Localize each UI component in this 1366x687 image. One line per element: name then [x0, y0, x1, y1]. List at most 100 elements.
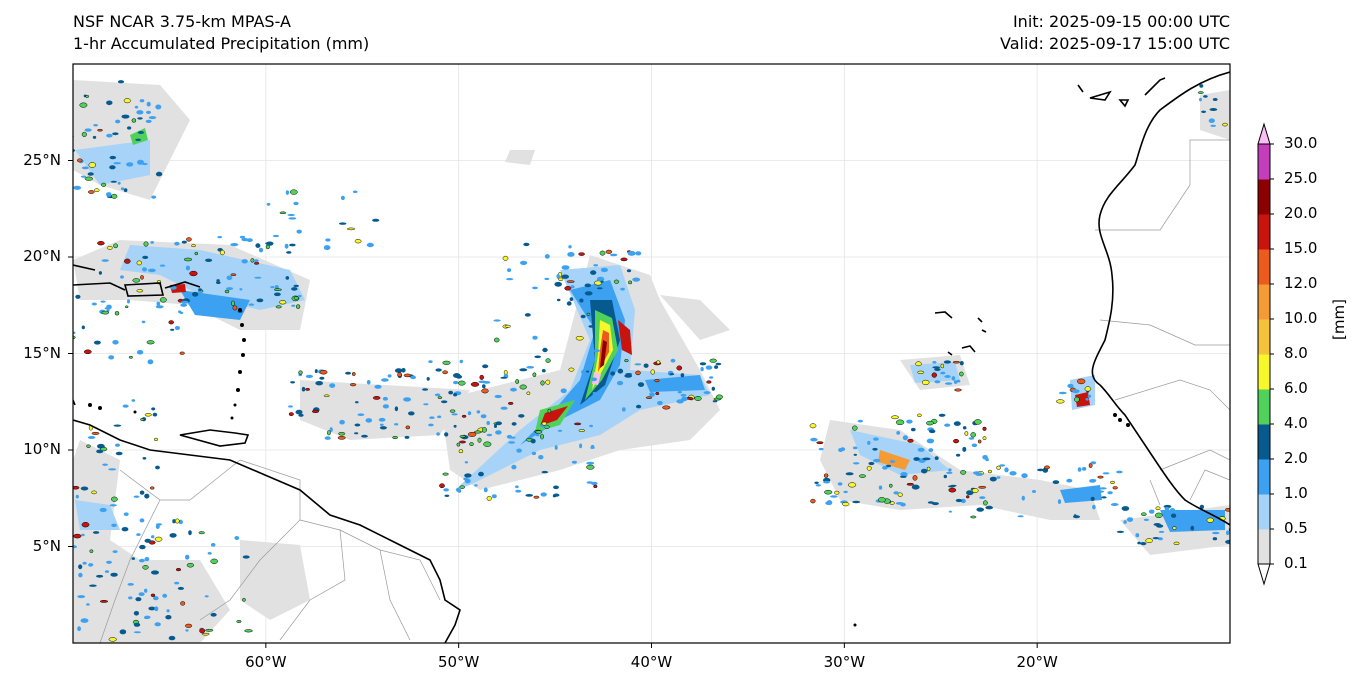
precip-cell	[142, 267, 147, 272]
precip-cell	[579, 443, 583, 449]
precip-cell	[1109, 480, 1116, 484]
precip-cell	[1004, 467, 1009, 473]
precip-cell	[1090, 496, 1095, 501]
precip-cell	[91, 302, 97, 306]
coastlines	[73, 71, 1230, 643]
precip-cell	[355, 401, 359, 404]
precip-cell	[327, 430, 331, 436]
precip-cell	[1230, 528, 1234, 531]
lat-tick-label: 15°N	[23, 343, 61, 362]
precip-cell	[953, 438, 960, 444]
precip-cell	[515, 379, 520, 384]
lat-tick-label: 10°N	[23, 440, 61, 458]
precip-cell	[88, 563, 94, 567]
precip-cell	[288, 405, 293, 408]
precip-cell	[463, 477, 469, 481]
precip-cell	[435, 368, 442, 372]
precip-cell	[236, 620, 242, 623]
precip-cell	[578, 429, 586, 432]
precip-cell	[1224, 508, 1230, 512]
precip-cell	[635, 251, 642, 256]
precip-cell	[67, 187, 70, 191]
precip-cell	[136, 260, 142, 266]
precip-cell	[87, 436, 96, 439]
precip-cell	[567, 252, 575, 257]
precip-cell	[104, 570, 110, 573]
precip-cell	[169, 533, 177, 538]
precip-cell	[128, 596, 133, 600]
precip-cell	[88, 190, 95, 194]
precip-cell	[244, 629, 253, 633]
colorbar-segment	[1258, 354, 1270, 390]
precip-cell	[970, 432, 976, 438]
precip-cell	[954, 388, 962, 392]
precip-cell	[231, 300, 235, 306]
precip-cell	[339, 419, 345, 425]
precip-cell	[566, 301, 572, 306]
precip-cell	[378, 417, 386, 422]
precip-cell	[379, 423, 384, 426]
precip-cell	[978, 485, 987, 489]
precip-cell	[381, 378, 389, 382]
precip-cell	[1225, 539, 1230, 544]
precip-cell	[133, 611, 139, 616]
precip-cell	[531, 451, 537, 456]
precip-cell	[351, 372, 356, 376]
precip-cell	[1173, 541, 1180, 546]
precip-cell	[1190, 525, 1195, 531]
precip-cell	[1203, 95, 1208, 98]
precip-cell	[112, 340, 119, 345]
precip-cell	[325, 238, 331, 242]
precip-cell	[500, 376, 508, 379]
colorbar-segment	[1258, 494, 1270, 530]
precip-cell	[853, 462, 860, 465]
precip-cell	[65, 550, 71, 553]
precip-cell	[1226, 530, 1230, 536]
colorbar-level-label: 30.0	[1284, 134, 1318, 152]
precip-cell	[712, 400, 718, 403]
precip-cell	[906, 482, 914, 486]
precip-cell	[946, 471, 953, 474]
precip-cell	[885, 464, 892, 468]
precip-cell	[437, 415, 442, 419]
precip-cell	[146, 101, 151, 107]
precip-cell	[823, 473, 829, 478]
precip-cell	[1096, 490, 1104, 493]
precip-cell	[365, 418, 373, 423]
precip-cell	[506, 278, 514, 281]
precip-cell	[99, 600, 109, 603]
precip-cell	[913, 457, 920, 461]
precip-cell	[1185, 527, 1189, 530]
precip-cell	[596, 276, 605, 282]
precip-cell	[137, 131, 144, 134]
precip-cell	[106, 246, 113, 250]
precip-cell	[476, 410, 481, 414]
precip-cell	[426, 377, 430, 381]
precip-cell	[541, 421, 547, 426]
precip-cell	[81, 166, 89, 170]
precip-cell	[948, 510, 953, 513]
precip-cell	[76, 158, 83, 163]
precip-cell	[64, 591, 69, 595]
precip-cell	[1077, 378, 1086, 385]
precip-cell	[266, 202, 271, 206]
precip-cell	[144, 616, 149, 620]
precip-cell	[109, 165, 116, 170]
precip-cell	[590, 444, 595, 449]
precip-cell	[895, 502, 904, 505]
precip-cell	[423, 403, 429, 406]
precip-cell	[110, 572, 118, 577]
precip-cell	[934, 368, 941, 371]
precip-cell	[135, 138, 142, 141]
precip-cell	[926, 420, 934, 426]
precip-cell	[1066, 478, 1073, 483]
precip-cell	[85, 94, 90, 98]
precip-cell	[852, 500, 861, 504]
precip-cell	[1021, 473, 1028, 479]
precip-cell	[959, 361, 964, 366]
precip-cell	[140, 418, 145, 421]
precip-cell	[162, 593, 168, 598]
precip-cell	[956, 453, 961, 457]
precip-cell	[1143, 518, 1149, 522]
precip-cell	[403, 373, 412, 378]
